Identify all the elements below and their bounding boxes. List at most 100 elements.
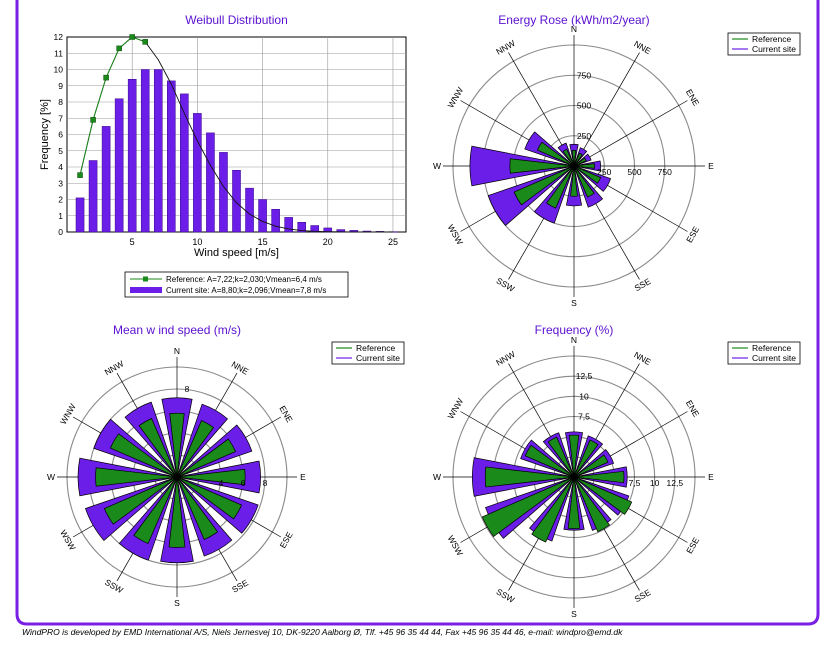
legend-label-current: Current site (356, 353, 400, 363)
direction-label: SSW (495, 275, 517, 293)
reference-wedge (547, 436, 575, 478)
reference-wedge (571, 149, 577, 167)
weibull-bar (153, 69, 163, 233)
footer-text: WindPRO is developed by EMD Internationa… (22, 627, 623, 637)
reference-point (77, 172, 83, 178)
weibull-bar (219, 152, 228, 233)
direction-label: WSW (446, 534, 466, 558)
direction-label: ENE (684, 87, 702, 107)
y-tick-label: 6 (58, 130, 63, 140)
reference-wedge (573, 470, 625, 484)
direction-label: ESE (278, 530, 295, 550)
page-frame (15, 0, 820, 626)
ring-label-east: 250 (597, 167, 611, 177)
reference-wedge (573, 152, 583, 167)
reference-wedge (176, 420, 215, 478)
direction-label: SSE (633, 276, 653, 293)
reference-wedge (513, 165, 575, 206)
weibull-bar (232, 170, 241, 233)
direction-label: WNW (445, 85, 465, 109)
weibull-title: Weibull Distribution (185, 13, 288, 27)
reference-wedge (176, 476, 243, 520)
weibull-bar (310, 225, 320, 233)
reference-wedge (567, 476, 581, 529)
direction-label: SSW (103, 577, 125, 595)
direction-label: ENE (277, 404, 295, 424)
reference-point (103, 74, 109, 81)
ring-label-east: 750 (658, 167, 672, 177)
direction-label: SSW (495, 586, 517, 604)
y-tick-label: 0 (58, 227, 63, 237)
direction-label: N (571, 24, 577, 34)
reference-wedge (573, 454, 609, 478)
ring-label-north: 500 (577, 101, 591, 111)
frequency-rose-chart: Frequency (%) 7,5 10 12,5 7,5 10 12,5 N NNE ENE E E… (433, 323, 801, 619)
direction-label: E (300, 472, 306, 482)
x-tick-label: 15 (258, 237, 268, 247)
reference-wedge (509, 158, 575, 174)
reference-wedge (573, 165, 602, 184)
reference-wedge (568, 434, 580, 478)
x-tick-label: 10 (192, 237, 202, 247)
energy-rose-chart: Energy Rose (kWh/m2/year) 250 500 750 250 500… (433, 13, 801, 308)
reference-wedge (562, 148, 575, 167)
direction-label: E (708, 472, 714, 482)
y-tick-label: 8 (58, 97, 63, 107)
weibull-bar (206, 132, 215, 233)
direction-label: ENE (684, 398, 702, 418)
reference-wedge (570, 165, 578, 197)
ring-label-east: 12,5 (667, 478, 684, 488)
legend-label-reference: Reference: A=7,22;k=2,030;Vmean=6,4 m/s (166, 275, 322, 284)
legend-swatch-current (130, 287, 162, 293)
ring-label-north: 10 (579, 391, 589, 401)
direction-label: NNE (632, 350, 653, 368)
y-tick-label: 3 (58, 178, 63, 188)
legend-label-reference: Reference (752, 34, 791, 44)
direction-label: WSW (58, 528, 78, 552)
rose-spoke (573, 100, 688, 167)
direction-label: W (47, 472, 55, 482)
direction-label: SSE (230, 577, 250, 594)
reference-wedge (168, 476, 186, 548)
mean-wind-speed-rose-chart: Mean w ind speed (m/s) 8 4 6 8 N NNE ENE E ESE SSE… (47, 323, 405, 608)
reference-wedge (524, 444, 575, 478)
reference-wedge (531, 476, 575, 543)
weibull-bar (193, 113, 202, 233)
reference-wedge (546, 165, 575, 209)
y-tick-label: 1 (58, 211, 63, 221)
weibull-legend (124, 271, 349, 298)
direction-label: WNW (58, 402, 78, 426)
reference-wedge (481, 476, 575, 537)
rose-title: Frequency (%) (535, 323, 614, 337)
reference-wedge (133, 476, 178, 545)
weibull-bar (75, 197, 85, 233)
direction-label: SSE (633, 587, 653, 604)
direction-label: N (571, 335, 577, 345)
reference-point (142, 39, 148, 45)
y-tick-label: 9 (58, 81, 63, 91)
ring-label-east: 7,5 (629, 478, 641, 488)
reference-wedge (573, 476, 633, 515)
reference-wedge (573, 439, 599, 478)
weibull-bar (88, 160, 98, 233)
direction-label: S (174, 598, 180, 608)
reference-wedge (176, 468, 246, 486)
reference-point (90, 117, 96, 123)
y-tick-label: 12 (54, 32, 64, 42)
reference-wedge (109, 433, 178, 478)
rose-spoke (573, 52, 640, 167)
direction-label: N (174, 346, 180, 356)
y-tick-label: 4 (58, 162, 63, 172)
direction-label: S (571, 298, 577, 308)
reference-wedge (103, 476, 178, 525)
reference-wedge (176, 438, 236, 478)
reference-wedge (573, 163, 595, 169)
reference-wedge (573, 476, 610, 533)
y-axis-label: Frequency [%] (39, 99, 51, 170)
weibull-bar (297, 222, 306, 233)
ring-label-east: 4 (219, 478, 224, 488)
direction-label: NNW (494, 38, 517, 57)
reference-wedge (484, 466, 575, 488)
ring-label-east: 8 (263, 478, 268, 488)
